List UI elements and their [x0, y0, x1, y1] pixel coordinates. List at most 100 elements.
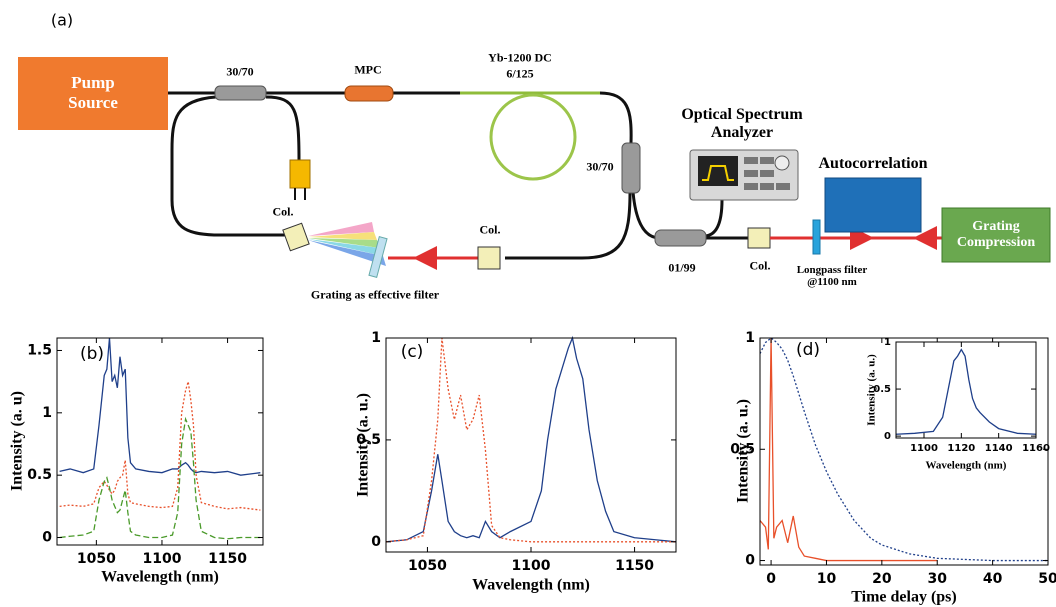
grating	[368, 236, 388, 278]
spectrum-fan	[308, 232, 377, 240]
autocorrelator	[824, 177, 922, 233]
osa-key	[760, 170, 774, 177]
fiber	[265, 95, 301, 161]
x-tick-label: 1050	[77, 551, 116, 567]
autocorrelation-label: Autocorrelation	[818, 155, 928, 172]
data-line	[895, 348, 1037, 435]
yellow-device	[289, 159, 311, 189]
x-tick-label: 40	[983, 571, 1003, 587]
y-axis-label: Intensity (a. u.)	[866, 354, 878, 426]
data-line	[385, 337, 676, 543]
fiber	[505, 191, 632, 260]
osa-trace	[702, 165, 734, 181]
collimator-label: Col.	[749, 258, 771, 273]
osa-key	[760, 157, 774, 164]
x-axis-label: Time delay (ps)	[851, 589, 956, 606]
mpc-label: MPC	[354, 62, 382, 77]
x-tick-label: 1140	[985, 443, 1013, 454]
x-tick-label: 1160	[1022, 443, 1050, 454]
y-tick-label: 1	[371, 330, 381, 346]
x-tick-label: 0	[766, 571, 776, 587]
setup-diagram	[18, 57, 1051, 278]
fiber-coil	[489, 93, 577, 181]
y-axis-label: Intensity (a. u.)	[355, 393, 372, 497]
compressor-label: Grating Compression	[956, 219, 1036, 250]
collimator-label: Col.	[272, 204, 294, 219]
grating-filter-label: Grating as effective filter	[310, 287, 440, 302]
longpass-label: Longpass filter @1100 nm	[796, 264, 868, 288]
x-axis-label: Wavelength (nm)	[926, 460, 1007, 472]
osa-key	[760, 183, 774, 190]
x-tick-label: 1100	[512, 558, 551, 574]
y-tick-label: 1	[884, 337, 891, 348]
fiber-label: Yb-1200 DC	[488, 50, 552, 65]
osa-screen	[698, 156, 738, 186]
data-line	[759, 337, 1048, 562]
pump-label: Pump Source	[68, 73, 118, 112]
y-tick-label: 0	[42, 530, 52, 546]
y-tick-label: 1	[745, 330, 755, 346]
coupler-label: 30/70	[226, 64, 254, 79]
y-tick-label: 1	[42, 405, 52, 421]
osa-label: Optical Spectrum Analyzer	[681, 106, 803, 141]
coupler	[214, 85, 267, 101]
fiber	[170, 95, 292, 237]
osa-key	[744, 183, 758, 190]
fiber	[631, 191, 661, 240]
y-axis-label: Intensity (a. u.)	[735, 399, 752, 503]
fiber-core-label: 6/125	[506, 66, 534, 81]
y-tick-label: 0.5	[873, 384, 891, 395]
data-line	[59, 416, 261, 540]
x-tick-label: 20	[872, 571, 892, 587]
spectrum-fan	[308, 239, 383, 256]
collimator	[477, 246, 501, 270]
panel-label: (c)	[401, 342, 424, 362]
osa-key	[744, 170, 758, 177]
y-tick-label: 0	[371, 534, 381, 550]
plot-frame	[56, 337, 264, 546]
y-axis-label: Intensity (a. u)	[9, 391, 26, 491]
data-line	[59, 381, 261, 511]
x-tick-label: 1100	[142, 551, 181, 567]
x-tick-label: 10	[817, 571, 837, 587]
coupler-label: 30/70	[586, 159, 614, 174]
osa-key	[744, 157, 758, 164]
spectrum-fan	[308, 238, 380, 248]
longpass-filter	[812, 219, 821, 255]
pump-box	[18, 57, 168, 130]
y-tick-label: 0	[745, 553, 755, 569]
x-tick-label: 1050	[408, 558, 447, 574]
spectrum-fan	[308, 222, 374, 236]
collimator	[747, 227, 771, 249]
panel-label: (b)	[80, 344, 104, 364]
x-tick-label: 1100	[910, 443, 938, 454]
coupler	[654, 229, 707, 247]
plot-frame	[895, 341, 1037, 439]
panel-label: (d)	[796, 340, 820, 360]
x-tick-label: 1150	[208, 551, 247, 567]
compressor-box	[941, 207, 1051, 263]
x-axis-label: Wavelength (nm)	[472, 577, 590, 594]
fiber	[599, 91, 633, 144]
y-tick-label: 0.5	[730, 441, 755, 457]
y-tick-label: 0.5	[27, 467, 52, 483]
fiber	[703, 199, 724, 238]
inset-background	[896, 342, 1036, 438]
osa-key	[776, 183, 790, 190]
data-line	[385, 335, 677, 543]
panel-label: (a)	[50, 10, 74, 30]
plot-frame	[759, 337, 1049, 566]
x-tick-label: 1120	[947, 443, 975, 454]
osa-knob	[774, 155, 790, 171]
data-line	[59, 337, 261, 476]
x-tick-label: 1150	[615, 558, 654, 574]
spectrum-fan	[308, 240, 386, 266]
x-tick-label: 30	[927, 571, 947, 587]
coupler	[621, 142, 641, 194]
y-tick-label: 0.5	[356, 432, 381, 448]
y-tick-label: 1.5	[27, 342, 52, 358]
pins	[294, 188, 306, 200]
y-tick-label: 0	[884, 431, 891, 442]
coupler-label: 01/99	[668, 260, 696, 275]
